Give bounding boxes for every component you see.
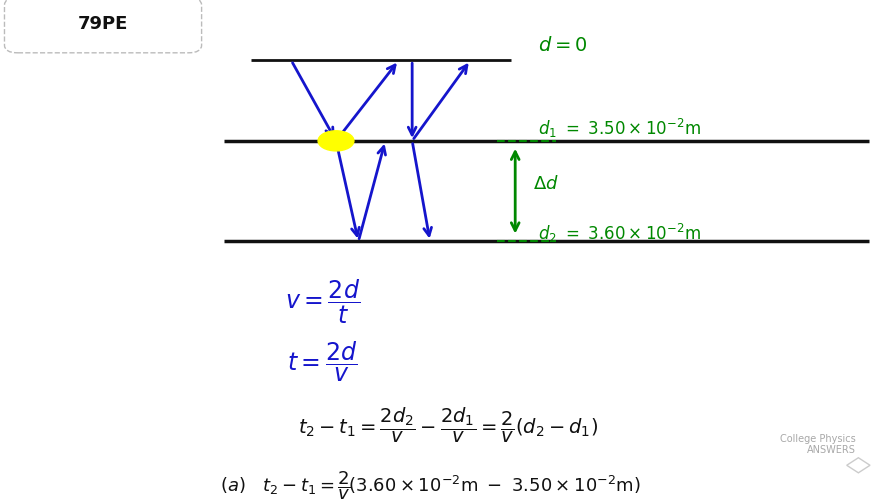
Text: College Physics
ANSWERS: College Physics ANSWERS [780, 434, 856, 455]
Text: $t = \dfrac{2d}{v}$: $t = \dfrac{2d}{v}$ [288, 340, 358, 384]
Text: $d = 0$: $d = 0$ [538, 36, 587, 55]
Text: $d_1\ =\ 3.50\times10^{-2}\mathrm{m}$: $d_1\ =\ 3.50\times10^{-2}\mathrm{m}$ [538, 117, 701, 140]
Text: 79PE: 79PE [78, 15, 128, 33]
FancyBboxPatch shape [4, 0, 202, 53]
Text: $d_2\ =\ 3.60\times10^{-2}\mathrm{m}$: $d_2\ =\ 3.60\times10^{-2}\mathrm{m}$ [538, 222, 701, 245]
Text: $t_2 - t_1 = \dfrac{2d_2}{v} - \dfrac{2d_1}{v} = \dfrac{2}{v}(d_2 - d_1)$: $t_2 - t_1 = \dfrac{2d_2}{v} - \dfrac{2d… [298, 405, 598, 445]
Text: $\Delta d$: $\Delta d$ [533, 175, 559, 193]
Text: $(a)\quad t_2 - t_1 = \dfrac{2}{v}\!\left(3.60\times10^{-2}\mathrm{m}\ -\ 3.50\t: $(a)\quad t_2 - t_1 = \dfrac{2}{v}\!\lef… [220, 469, 641, 501]
Text: $v = \dfrac{2d}{t}$: $v = \dfrac{2d}{t}$ [285, 278, 360, 326]
Circle shape [318, 131, 354, 151]
